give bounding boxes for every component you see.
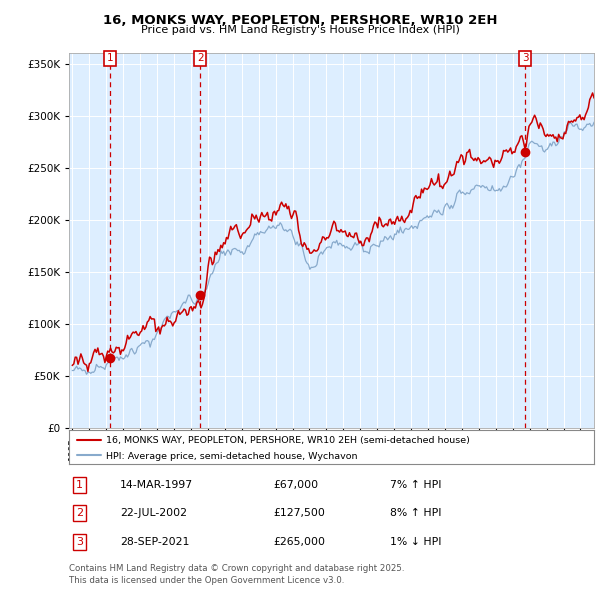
Text: 8% ↑ HPI: 8% ↑ HPI	[390, 509, 442, 518]
Text: 16, MONKS WAY, PEOPLETON, PERSHORE, WR10 2EH: 16, MONKS WAY, PEOPLETON, PERSHORE, WR10…	[103, 14, 497, 27]
Text: £67,000: £67,000	[273, 480, 318, 490]
Text: 16, MONKS WAY, PEOPLETON, PERSHORE, WR10 2EH (semi-detached house): 16, MONKS WAY, PEOPLETON, PERSHORE, WR10…	[106, 436, 470, 445]
Text: 7% ↑ HPI: 7% ↑ HPI	[390, 480, 442, 490]
Text: £127,500: £127,500	[273, 509, 325, 518]
Text: 28-SEP-2021: 28-SEP-2021	[120, 537, 190, 546]
Text: 1: 1	[106, 53, 113, 63]
Text: Price paid vs. HM Land Registry's House Price Index (HPI): Price paid vs. HM Land Registry's House …	[140, 25, 460, 35]
Text: £265,000: £265,000	[273, 537, 325, 546]
Text: HPI: Average price, semi-detached house, Wychavon: HPI: Average price, semi-detached house,…	[106, 451, 357, 461]
Text: 14-MAR-1997: 14-MAR-1997	[120, 480, 193, 490]
Text: 3: 3	[76, 537, 83, 546]
Text: 2: 2	[76, 509, 83, 518]
Text: 22-JUL-2002: 22-JUL-2002	[120, 509, 187, 518]
Text: Contains HM Land Registry data © Crown copyright and database right 2025.
This d: Contains HM Land Registry data © Crown c…	[69, 565, 404, 585]
Text: 1: 1	[76, 480, 83, 490]
Text: 2: 2	[197, 53, 203, 63]
Text: 3: 3	[522, 53, 529, 63]
Text: 1% ↓ HPI: 1% ↓ HPI	[390, 537, 442, 546]
